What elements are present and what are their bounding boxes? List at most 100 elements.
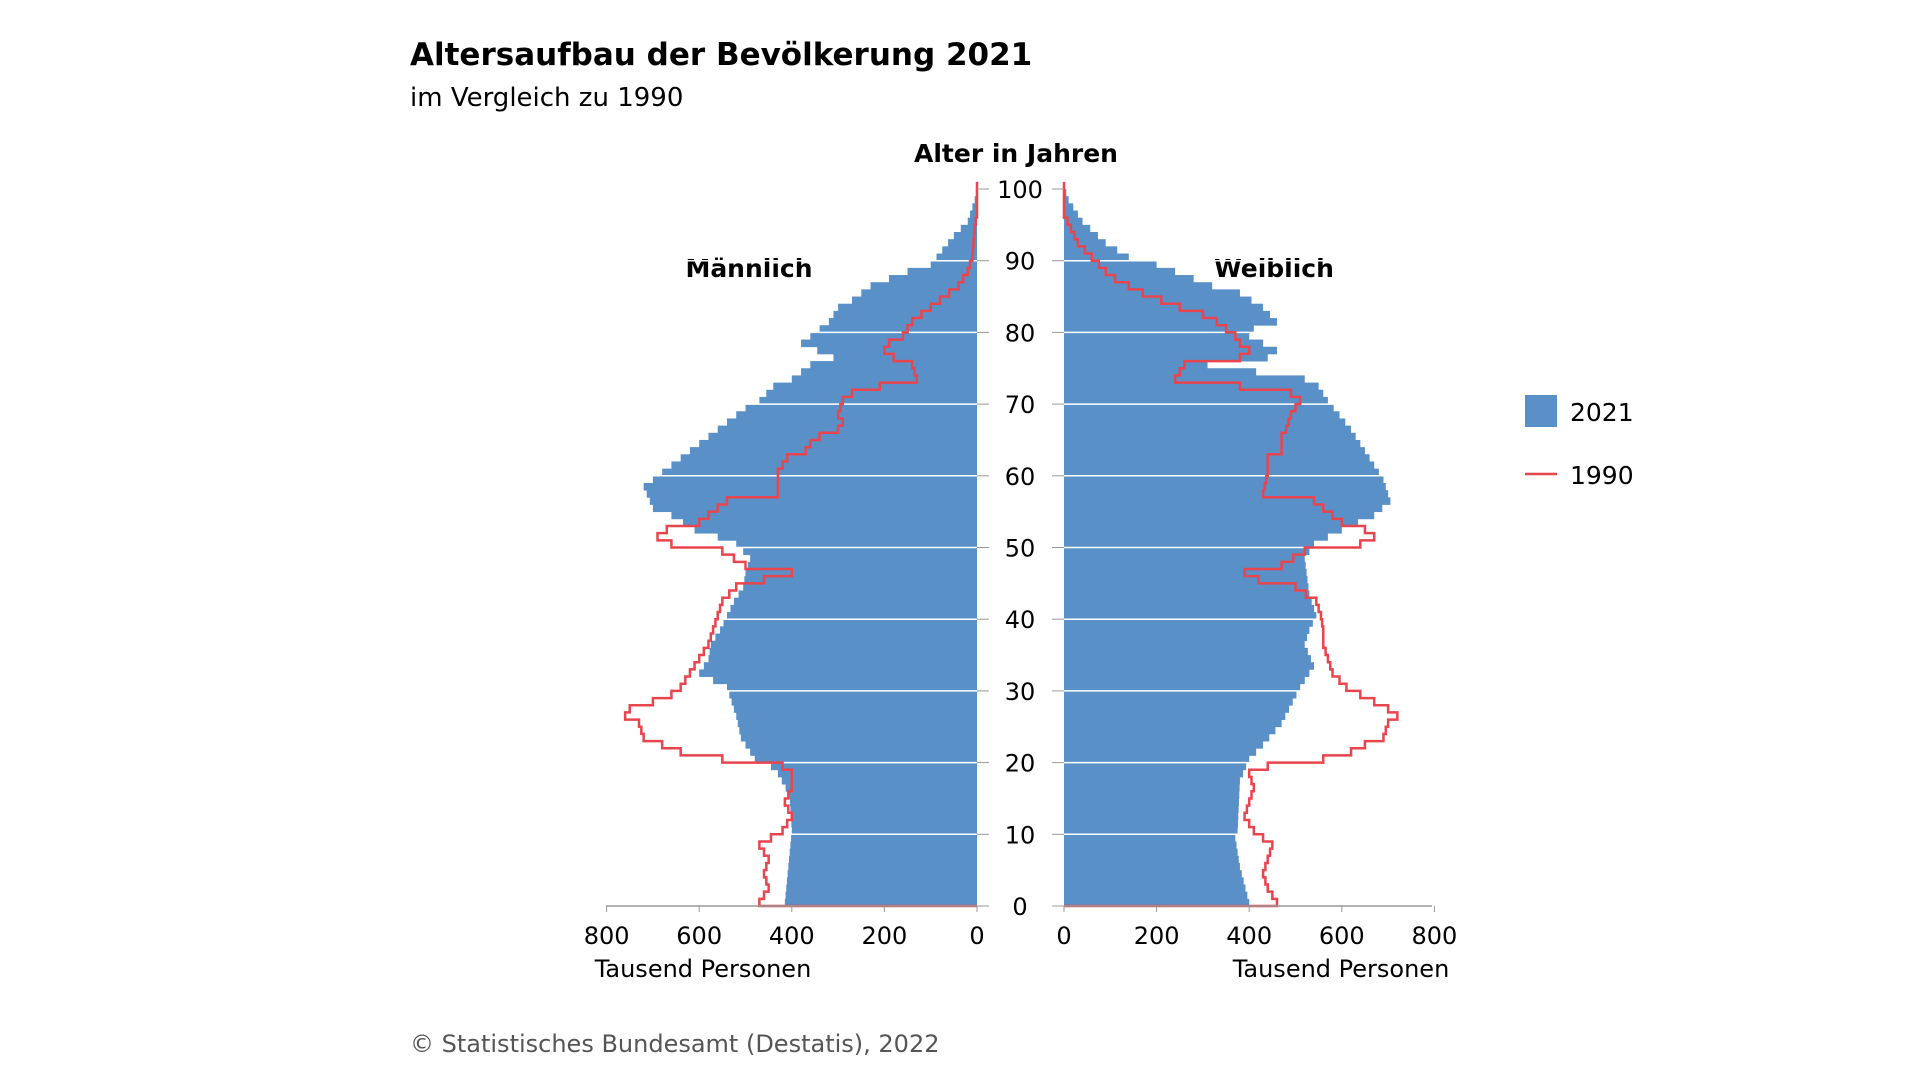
chart-subtitle: im Vergleich zu 1990 xyxy=(410,83,683,113)
bar-male-2021-age-84 xyxy=(851,296,977,305)
bar-female-2021-age-62 xyxy=(1064,454,1370,462)
bar-female-2021-age-26 xyxy=(1064,712,1286,720)
bar-female-2021-age-98 xyxy=(1064,196,1069,204)
bar-female-2021-age-48 xyxy=(1064,554,1305,563)
bar-male-2021-age-36 xyxy=(710,640,977,649)
bar-female-2021-age-5 xyxy=(1064,862,1240,871)
source-text: © Statistisches Bundesamt (Destatis), 20… xyxy=(410,1030,939,1058)
bar-male-2021-age-18 xyxy=(777,769,977,778)
bar-male-2021-age-83 xyxy=(838,303,977,312)
bar-female-2021-age-59 xyxy=(1064,475,1384,484)
bar-female-2021-age-18 xyxy=(1064,769,1244,778)
bar-female-2021-age-90 xyxy=(1064,253,1129,262)
x-tick-label-female-800: 800 xyxy=(1411,922,1457,950)
age-tick-label-90: 90 xyxy=(1005,248,1036,276)
bar-female-2021-age-57 xyxy=(1064,490,1389,498)
bar-female-2021-age-42 xyxy=(1064,597,1312,606)
bar-female-2021-age-7 xyxy=(1064,848,1238,857)
bar-female-2021-age-0 xyxy=(1064,898,1250,907)
age-gridlines xyxy=(606,259,1432,836)
bar-male-2021-age-25 xyxy=(737,719,977,728)
bar-male-2021-age-19 xyxy=(770,762,977,771)
bar-female-2021-age-73 xyxy=(1064,375,1305,383)
bar-female-2021-age-63 xyxy=(1064,447,1365,455)
bar-male-2021-age-47 xyxy=(747,561,977,570)
bar-male-2021-age-23 xyxy=(740,733,977,742)
bar-female-2021-age-77 xyxy=(1064,346,1277,355)
bar-male-2021-age-14 xyxy=(789,798,977,807)
bar-male-2021-age-11 xyxy=(791,819,977,828)
bar-female-2021-age-70 xyxy=(1064,396,1328,405)
bar-female-2021-age-27 xyxy=(1064,705,1290,713)
bar-male-2021-age-49 xyxy=(743,547,977,556)
bar-female-2021-age-43 xyxy=(1064,590,1310,599)
bar-female-2021-age-40 xyxy=(1064,612,1317,620)
bar-male-2021-age-90 xyxy=(936,253,977,262)
bar-male-2021-age-70 xyxy=(759,396,977,405)
bar-male-2021-age-53 xyxy=(682,518,977,527)
x-tick-label-female-600: 600 xyxy=(1319,922,1365,950)
age-tick-label-40: 40 xyxy=(1005,606,1036,634)
bar-male-2021-age-74 xyxy=(801,368,977,376)
x-tick-label-male-800: 800 xyxy=(584,922,630,950)
bar-female-2021-age-88 xyxy=(1064,267,1176,276)
bar-female-2021-age-93 xyxy=(1064,232,1098,240)
bar-female-2021-age-65 xyxy=(1064,432,1356,441)
bar-male-2021-age-72 xyxy=(773,382,977,391)
bar-male-2021-age-10 xyxy=(791,827,977,835)
age-tick-label-50: 50 xyxy=(1005,535,1036,563)
chart-title: Altersaufbau der Bevölkerung 2021 xyxy=(410,37,1032,73)
bar-female-2021-age-97 xyxy=(1064,203,1074,211)
bar-female-2021-age-3 xyxy=(1064,877,1244,885)
bar-female-2021-age-52 xyxy=(1064,525,1342,534)
bar-female-2021-age-64 xyxy=(1064,439,1361,448)
bar-male-2021-age-82 xyxy=(833,310,977,319)
bar-male-2021-age-87 xyxy=(889,275,977,283)
x-tick-label-male-200: 200 xyxy=(861,922,907,950)
bar-male-2021-age-34 xyxy=(708,655,977,663)
bar-male-2021-age-52 xyxy=(694,525,977,534)
male-1990-line xyxy=(623,181,979,908)
bar-male-2021-age-5 xyxy=(788,862,977,871)
bar-male-2021-age-35 xyxy=(709,647,977,656)
x-tick-label-male-0: 0 xyxy=(969,922,984,950)
bar-male-2021-age-1 xyxy=(785,891,977,900)
bar-female-2021-age-51 xyxy=(1064,533,1328,541)
age-tick-label-60: 60 xyxy=(1005,463,1036,491)
bar-female-2021-age-72 xyxy=(1064,382,1319,391)
bar-female-2021-age-49 xyxy=(1064,547,1310,556)
bar-male-2021-age-48 xyxy=(750,554,977,563)
bar-male-2021-age-42 xyxy=(733,597,977,606)
female-unit-label: Tausend Personen xyxy=(1232,955,1450,983)
bar-female-2021-age-8 xyxy=(1064,841,1237,850)
bar-male-2021-age-80 xyxy=(819,325,977,333)
age-axis-ticks: 0 10 20 30 40 50 60 70 80 90 100 xyxy=(977,176,1064,921)
bar-female-2021-age-11 xyxy=(1064,819,1238,828)
bar-male-2021-age-60 xyxy=(662,468,977,477)
bar-female-2021-age-39 xyxy=(1064,619,1313,627)
bar-male-2021-age-45 xyxy=(744,576,977,584)
bar-male-2021-age-89 xyxy=(930,260,977,269)
bar-male-2021-age-58 xyxy=(643,482,977,491)
male-2021-bars xyxy=(643,189,977,907)
legend-label-2021: 2021 xyxy=(1570,398,1634,427)
bar-female-2021-age-47 xyxy=(1064,561,1306,570)
bar-female-2021-age-33 xyxy=(1064,662,1315,670)
bar-female-2021-age-32 xyxy=(1064,669,1310,677)
bar-female-2021-age-67 xyxy=(1064,418,1346,427)
bar-male-2021-age-8 xyxy=(790,841,977,850)
age-tick-label-80: 80 xyxy=(1005,319,1036,347)
bar-male-2021-age-28 xyxy=(731,698,977,706)
bar-male-2021-age-9 xyxy=(791,834,977,842)
x-tick-label-female-0: 0 xyxy=(1056,922,1071,950)
bar-female-2021-age-17 xyxy=(1064,776,1240,785)
age-tick-label-0: 0 xyxy=(1012,893,1027,921)
bar-female-2021-age-54 xyxy=(1064,511,1375,520)
bar-female-2021-age-78 xyxy=(1064,339,1264,348)
bar-male-2021-age-26 xyxy=(736,712,977,720)
bar-male-2021-age-31 xyxy=(713,676,977,685)
bar-male-2021-age-7 xyxy=(789,848,977,857)
bar-female-2021-age-69 xyxy=(1064,404,1334,412)
bar-male-2021-age-24 xyxy=(739,726,977,735)
